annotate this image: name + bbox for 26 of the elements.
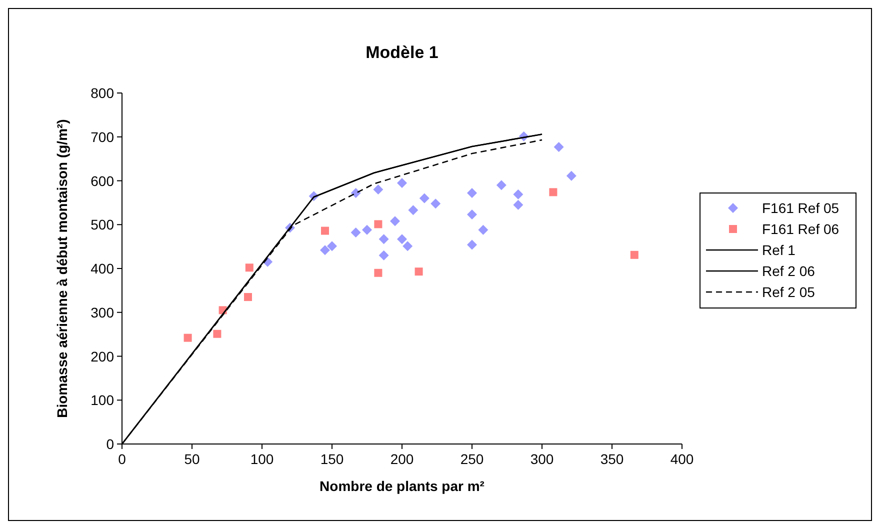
x-tick-label: 200 [390,451,414,467]
y-tick-label: 100 [90,392,114,408]
x-tick-label: 150 [320,451,344,467]
legend-label: Ref 2 05 [762,284,816,300]
legend-label: F161 Ref 05 [762,200,840,216]
x-tick-label: 50 [184,451,200,467]
x-axis-title: Nombre de plants par m² [320,478,485,494]
y-tick-label: 0 [106,436,114,452]
y-tick-label: 300 [90,304,114,320]
x-tick-label: 300 [530,451,554,467]
x-tick-label: 250 [460,451,484,467]
x-tick-label: 0 [118,451,126,467]
y-tick-label: 400 [90,260,114,276]
y-axis-title: Biomasse aérienne à début montaison (g/m²) [53,118,71,420]
legend-label: Ref 1 [762,242,796,258]
y-tick-label: 500 [90,216,114,233]
legend-label: F161 Ref 06 [762,221,840,237]
y-tick-label: 200 [90,348,114,364]
y-tick-label: 700 [90,128,114,145]
y-tick-label: 800 [90,85,114,101]
y-tick-label: 600 [90,172,114,189]
chart-title: Modèle 1 [366,43,438,62]
legend-label: Ref 2 06 [762,263,816,279]
x-tick-label: 400 [670,451,694,467]
x-tick-label: 350 [600,451,624,467]
x-tick-label: 100 [250,451,274,467]
